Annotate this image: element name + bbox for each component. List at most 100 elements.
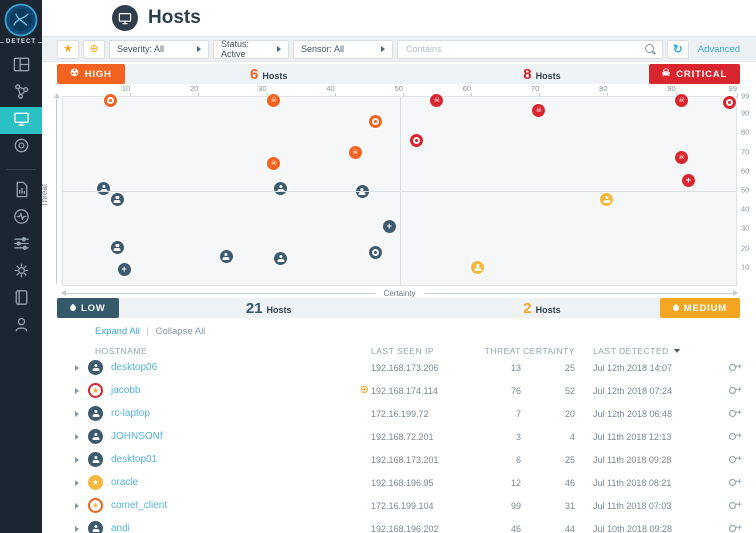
scatter-point-critical[interactable]: + <box>681 174 695 188</box>
status-dropdown[interactable]: Status: Active <box>213 39 289 59</box>
sidebar-item-tuning[interactable] <box>0 232 42 259</box>
table-row[interactable]: desktop06 192.168.173.206 13 25 Jul 12th 201… <box>42 356 756 379</box>
scatter-point-low[interactable] <box>274 251 288 265</box>
hostname-link[interactable]: desktop06 <box>111 362 158 373</box>
expand-all-link[interactable]: Expand All <box>95 326 140 337</box>
scatter-point-critical[interactable]: ☠ <box>430 94 444 108</box>
scatter-point-low[interactable] <box>355 185 369 199</box>
scatter-point-low[interactable] <box>110 240 124 254</box>
targeted-filter-button[interactable]: ⊕ <box>83 39 105 59</box>
table-row[interactable]: ★ jacobb ⊕ 192.168.174.114 76 52 Jul 12th 2018… <box>42 379 756 402</box>
plot-area: ☠ ☠ ☠ ☠ ☠ ☠ ☠ + + + <box>62 94 737 286</box>
scatter-point-critical[interactable]: ☠ <box>675 151 689 165</box>
scatter-point-low[interactable]: + <box>382 219 396 233</box>
hostname-link[interactable]: oracle <box>111 477 139 488</box>
attach-plus-icon[interactable] <box>715 431 743 442</box>
scatter-point-high[interactable]: ☠ <box>348 145 362 159</box>
medium-quadrant-badge[interactable]: MEDIUM <box>659 298 740 318</box>
scatter-point-low[interactable] <box>97 181 111 195</box>
x-tick-label: 20 <box>190 84 199 93</box>
expand-caret-icon[interactable] <box>75 364 79 371</box>
table-row[interactable]: andi 192.168.196.202 46 44 Jul 10th 2018 09:… <box>42 517 756 533</box>
attach-plus-icon[interactable] <box>715 477 743 488</box>
hostname-link[interactable]: desktop01 <box>111 454 158 465</box>
column-header-last-seen-ip[interactable]: LAST SEEN IP <box>371 346 435 356</box>
attach-plus-icon[interactable] <box>715 454 743 465</box>
scatter-point-high[interactable]: ☠ <box>267 94 281 108</box>
severity-dropdown[interactable]: Severity: All <box>109 39 209 59</box>
host-status-icon <box>88 521 103 533</box>
contains-input[interactable] <box>398 40 643 58</box>
sidebar-item-settings[interactable] <box>0 259 42 286</box>
sidebar-item-account[interactable] <box>0 313 42 340</box>
table-row[interactable]: desktop01 192.168.173.201 6 25 Jul 11th 2018… <box>42 448 756 471</box>
scatter-point-high[interactable] <box>369 115 383 129</box>
advanced-link[interactable]: Advanced <box>697 43 740 55</box>
sidebar-item-reports[interactable] <box>0 178 42 205</box>
scatter-point-medium[interactable] <box>600 193 614 207</box>
scatter-point-high[interactable]: ☠ <box>267 156 281 170</box>
critical-host-count[interactable]: 8 Hosts <box>523 66 561 83</box>
sensor-dropdown[interactable]: Sensor: All <box>293 39 393 59</box>
scatter-point-low[interactable] <box>219 250 233 263</box>
scatter-point-critical[interactable]: ☠ <box>675 94 689 108</box>
high-host-count[interactable]: 6 Hosts <box>250 66 288 83</box>
sidebar-item-hosts[interactable] <box>0 107 42 134</box>
attach-plus-icon[interactable] <box>715 523 743 533</box>
hostname-cell: desktop06 <box>75 360 371 375</box>
table-row[interactable]: rc-laptop 172.16.199.72 7 20 Jul 12th 2018 0… <box>42 402 756 425</box>
column-header-hostname[interactable]: HOSTNAME <box>95 346 148 356</box>
high-quadrant-badge[interactable]: ☢ HIGH <box>57 64 125 84</box>
scatter-point-medium[interactable] <box>471 261 485 275</box>
attach-plus-icon[interactable] <box>715 362 743 373</box>
attach-plus-icon[interactable] <box>715 408 743 419</box>
expand-caret-icon[interactable] <box>75 456 79 463</box>
refresh-button[interactable]: ↻ <box>666 39 689 59</box>
hostname-link[interactable]: JOHNSONf <box>111 431 163 442</box>
skull-icon: ☠ <box>661 68 672 79</box>
hostname-link[interactable]: jacobb <box>111 385 141 396</box>
attach-plus-icon[interactable] <box>715 500 743 511</box>
table-row[interactable]: JOHNSONf 192.168.72.201 3 4 Jul 11th 2018 12… <box>42 425 756 448</box>
scatter-point-low[interactable] <box>274 181 288 195</box>
sidebar-item-network[interactable] <box>0 80 42 107</box>
expand-caret-icon[interactable] <box>75 525 79 532</box>
low-quadrant-badge[interactable]: LOW <box>57 298 119 318</box>
table-row[interactable]: ★ oracle 192.168.196.95 12 46 Jul 11th 2018 0… <box>42 471 756 494</box>
expand-caret-icon[interactable] <box>75 479 79 486</box>
expand-caret-icon[interactable] <box>75 433 79 440</box>
hostname-link[interactable]: rc-laptop <box>111 408 150 419</box>
search-icon[interactable] <box>643 42 657 56</box>
column-header-certainty[interactable]: CERTAINTY <box>523 346 575 356</box>
hostname-cell: ★ comet_client <box>75 498 371 513</box>
sidebar-item-dashboard[interactable] <box>0 53 42 80</box>
scatter-point-low[interactable] <box>110 193 124 207</box>
column-header-threat[interactable]: THREAT <box>484 346 521 356</box>
column-header-last-detected[interactable]: LAST DETECTED <box>575 346 715 356</box>
droplet-icon <box>68 303 78 313</box>
scatter-point-critical[interactable]: ☠ <box>532 103 546 117</box>
filter-bar: ★ ⊕ Severity: All Status: Active Sensor:… <box>42 36 756 62</box>
sidebar-item-notebook[interactable] <box>0 286 42 313</box>
scatter-point-critical[interactable] <box>722 96 736 110</box>
table-row[interactable]: ★ comet_client 172.16.199.104 99 31 Jul 11th … <box>42 494 756 517</box>
scatter-point-low[interactable]: + <box>117 263 131 277</box>
favorite-filter-button[interactable]: ★ <box>57 39 79 59</box>
critical-quadrant-badge[interactable]: ☠ CRITICAL <box>648 64 740 84</box>
attach-plus-icon[interactable] <box>715 385 743 396</box>
expand-caret-icon[interactable] <box>75 502 79 509</box>
scatter-point-high[interactable] <box>104 94 118 108</box>
sidebar-item-activity[interactable] <box>0 205 42 232</box>
app-logo[interactable] <box>0 0 42 37</box>
certainty-score: 20 <box>564 408 575 419</box>
scatter-point-critical[interactable] <box>409 134 423 148</box>
hostname-link[interactable]: andi <box>111 523 130 533</box>
expand-caret-icon[interactable] <box>75 387 79 394</box>
scatter-point-low[interactable] <box>369 246 383 260</box>
hostname-link[interactable]: comet_client <box>111 500 168 511</box>
medium-host-count[interactable]: 2 Hosts <box>523 300 561 317</box>
low-host-count[interactable]: 21 Hosts <box>245 300 292 317</box>
sidebar-item-radar[interactable] <box>0 134 42 161</box>
collapse-all-link[interactable]: Collapse All <box>155 326 206 337</box>
expand-caret-icon[interactable] <box>75 410 79 417</box>
